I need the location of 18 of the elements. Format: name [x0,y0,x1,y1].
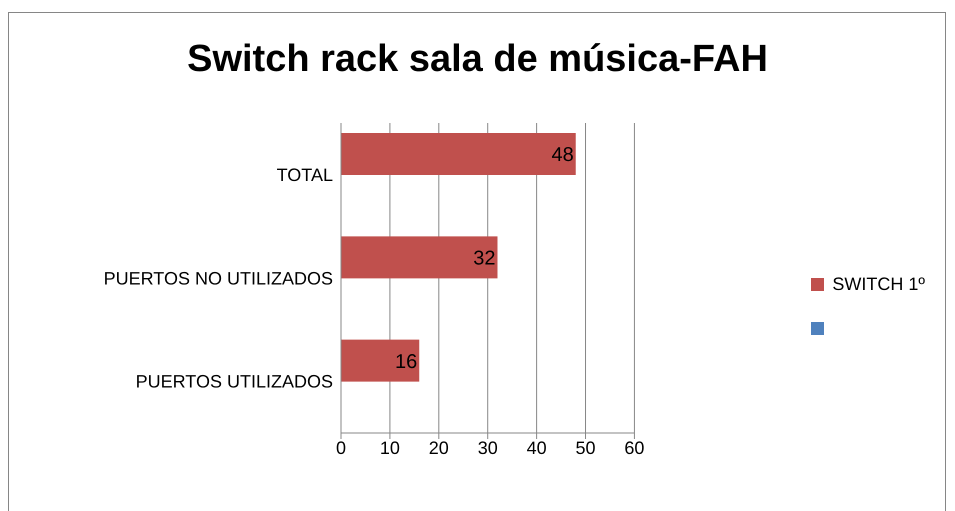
legend-label: SWITCH 1º [832,274,925,294]
data-label: 16 [394,350,418,373]
data-label: 48 [551,144,574,166]
y-tick-label: PUERTOS UTILIZADOS [136,372,333,392]
x-tick-label: 0 [336,438,346,458]
bar [341,340,420,382]
y-tick-label: PUERTOS NO UTILIZADOS [104,268,333,288]
x-tick-label: 40 [526,438,547,458]
x-tick-label: 30 [478,438,498,458]
x-tick-label: 50 [576,438,596,458]
bar [341,236,498,278]
x-tick-label: 20 [428,438,449,458]
x-tick-label: 60 [624,438,644,458]
data-label: 32 [473,247,496,270]
bar [341,133,576,175]
x-tick-label: 10 [380,438,400,458]
chart-title: Switch rack sala de música-FAH [186,38,769,81]
y-tick-label: TOTAL [276,165,333,186]
